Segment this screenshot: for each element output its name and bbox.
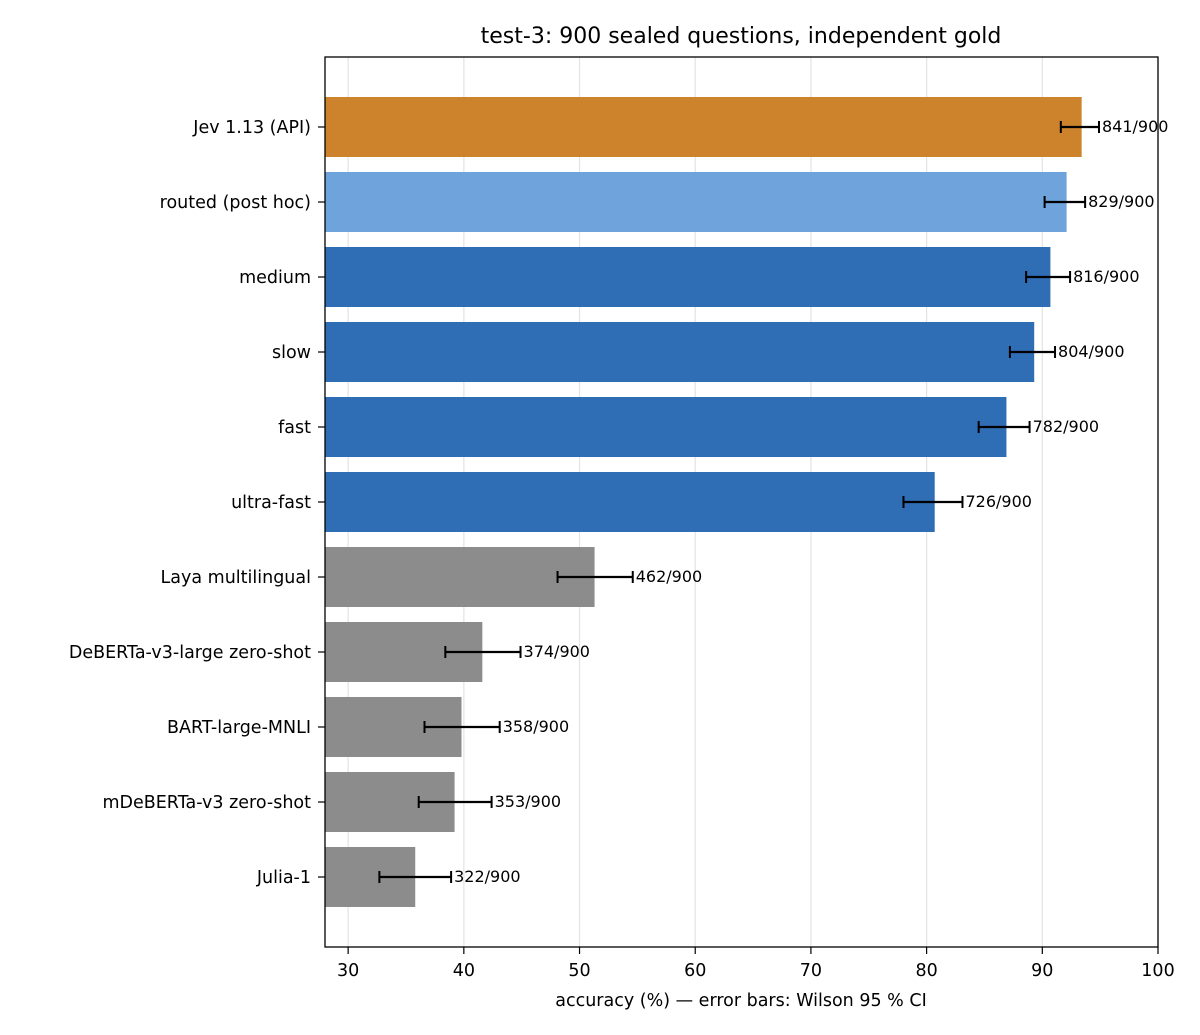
x-tick-label: 100	[1141, 961, 1174, 981]
bar	[325, 547, 595, 607]
data-label: 358/900	[503, 717, 569, 736]
bar	[325, 322, 1035, 382]
y-tick-label: Laya multilingual	[161, 568, 311, 588]
x-axis-label: accuracy (%) — error bars: Wilson 95 % C…	[555, 991, 926, 1011]
y-tick-label: BART-large-MNLI	[167, 718, 311, 738]
data-label: 322/900	[454, 867, 520, 886]
y-tick-label: mDeBERTa-v3 zero-shot	[102, 793, 311, 813]
bar	[325, 247, 1051, 307]
chart-title: test-3: 900 sealed questions, independen…	[481, 24, 1002, 49]
x-tick-label: 30	[337, 961, 359, 981]
data-label: 374/900	[524, 642, 590, 661]
x-axis-ticks: 30 40 50 60 70 80 90 100	[337, 947, 1175, 981]
x-tick-label: 80	[915, 961, 937, 981]
y-tick-label: Jev 1.13 (API)	[192, 118, 311, 138]
bar	[325, 172, 1067, 232]
bar	[325, 472, 935, 532]
y-tick-label: fast	[278, 418, 311, 438]
error-bars	[378, 121, 1100, 883]
data-label: 782/900	[1033, 417, 1099, 436]
data-label: 462/900	[636, 567, 702, 586]
x-tick-label: 40	[453, 961, 475, 981]
data-label: 353/900	[495, 792, 561, 811]
x-tick-label: 50	[568, 961, 590, 981]
y-axis-ticks: Jev 1.13 (API) routed (post hoc) medium slo…	[69, 118, 325, 888]
bar	[325, 397, 1007, 457]
y-tick-label: ultra-fast	[231, 493, 311, 513]
y-tick-label: Julia-1	[256, 868, 311, 888]
x-tick-label: 60	[684, 961, 706, 981]
data-label: 841/900	[1102, 117, 1168, 136]
data-label: 804/900	[1058, 342, 1124, 361]
data-label: 726/900	[965, 492, 1031, 511]
y-tick-label: DeBERTa-v3-large zero-shot	[69, 643, 311, 663]
y-tick-label: routed (post hoc)	[160, 193, 311, 213]
y-tick-label: slow	[272, 343, 311, 363]
data-label: 816/900	[1073, 267, 1139, 286]
bars	[325, 97, 1082, 907]
data-labels: 841/900 829/900 816/900 804/900 782/900 726/9…	[454, 117, 1168, 886]
bar	[325, 97, 1082, 157]
x-tick-label: 90	[1031, 961, 1053, 981]
x-tick-label: 70	[800, 961, 822, 981]
y-tick-label: medium	[239, 268, 311, 288]
data-label: 829/900	[1088, 192, 1154, 211]
